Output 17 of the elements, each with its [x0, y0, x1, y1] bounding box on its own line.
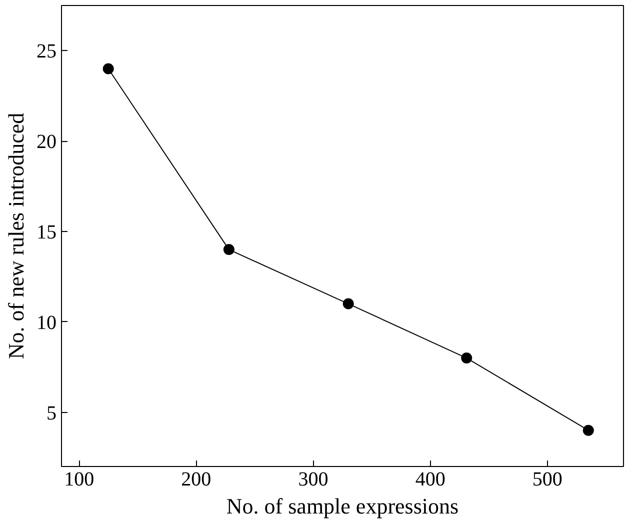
point [342, 298, 354, 310]
x-tick-label: 300 [298, 468, 328, 490]
x-tick-label: 500 [532, 468, 562, 490]
y-tick-label: 25 [36, 40, 56, 63]
x-tick-label: 100 [64, 468, 94, 490]
x-tick-label: 200 [181, 468, 212, 490]
y-tick-label: 10 [36, 312, 56, 334]
x-axis-title: No. of sample expressions [226, 494, 459, 518]
y-tick-label: 20 [36, 131, 56, 154]
point [223, 244, 234, 256]
point [102, 63, 114, 74]
y-tick-label: 15 [36, 221, 56, 244]
point [582, 424, 594, 436]
y-tick-label: 5 [46, 402, 56, 424]
x-tick-label: 400 [415, 468, 446, 490]
y-axis-title: No. of new rules introduced [4, 112, 28, 360]
point [461, 352, 472, 364]
